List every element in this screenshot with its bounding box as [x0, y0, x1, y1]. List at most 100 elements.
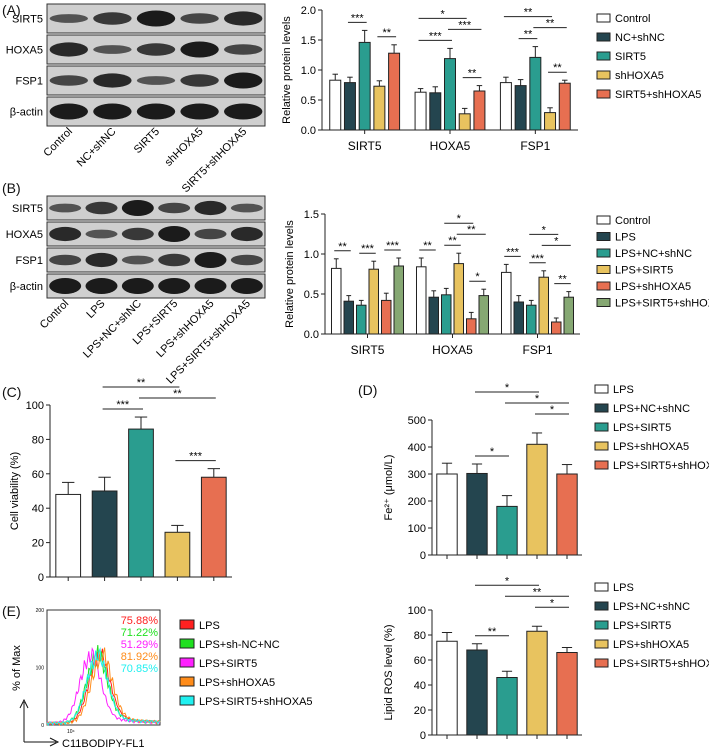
- significance-label: **: [468, 68, 477, 80]
- y-tick-label: 0.0: [304, 329, 319, 341]
- blot-band: [224, 11, 263, 26]
- significance-label: ***: [458, 19, 472, 31]
- percentage-label: 70.85%: [121, 663, 159, 675]
- blot-band: [85, 201, 118, 215]
- blot-band: [158, 278, 191, 294]
- blot-band: [121, 255, 154, 265]
- legend-label: LPS+shHOXA5: [615, 281, 691, 293]
- blot-band: [85, 252, 118, 268]
- blot-band: [93, 73, 132, 88]
- significance-label: *: [457, 213, 462, 225]
- blot-band: [49, 226, 82, 242]
- blot-band: [224, 44, 263, 55]
- blot-lane-label: SIRT5: [132, 126, 162, 156]
- bar-lps-sirt5-shhoxa5: [393, 265, 405, 335]
- bar-control: [500, 271, 512, 335]
- legend-swatch: [596, 13, 611, 23]
- bar-lps-sirt5-shhoxa5: [478, 295, 490, 335]
- bar-lps: [513, 301, 525, 335]
- y-tick-label: 40: [414, 680, 426, 692]
- panel-label-e: (E): [2, 603, 21, 619]
- bar-lps-shhoxa5: [380, 299, 392, 335]
- significance-label: **: [448, 235, 457, 247]
- significance-label: **: [338, 241, 347, 253]
- y-tick-label: 200: [408, 496, 426, 508]
- significance-label: ***: [116, 399, 130, 411]
- legend-swatch: [594, 620, 609, 630]
- legend-label: LPS+SIRT5: [613, 422, 671, 434]
- percentage-label: 51.29%: [121, 639, 159, 651]
- bar-lps: [428, 296, 440, 335]
- blot-band: [121, 227, 154, 241]
- significance-label: **: [467, 224, 476, 236]
- blot-lane-label: Control: [38, 298, 72, 332]
- significance-label: **: [423, 240, 432, 252]
- significance-label: ***: [189, 451, 203, 463]
- bar-nc-shnc: [343, 82, 356, 131]
- blot-band: [230, 254, 263, 266]
- blot-band: [93, 12, 132, 25]
- y-tick-label: 100: [408, 605, 426, 617]
- blot-band: [158, 253, 191, 267]
- blot-row-label: FSP1: [15, 255, 43, 267]
- significance-label: *: [535, 393, 540, 405]
- y-tick-label: 100: [408, 523, 426, 535]
- legend-label: LPS: [615, 232, 636, 244]
- blot-lane-label: shHOXA5: [163, 126, 206, 169]
- blot-band: [158, 226, 191, 242]
- legend-swatch: [179, 676, 195, 687]
- blot-band: [93, 45, 132, 54]
- significance-label: ***: [351, 12, 365, 24]
- bar-sirt5-shhoxa5: [558, 82, 571, 131]
- bar-shhoxa5: [544, 112, 557, 131]
- blot-band: [180, 74, 219, 87]
- y-tick-label: 0.5: [301, 95, 316, 107]
- legend-swatch: [594, 422, 609, 432]
- panel-label-d: (D): [358, 382, 378, 398]
- blot-strip: [46, 195, 266, 221]
- panel-label-c: (C): [2, 384, 22, 400]
- bar-lps: [55, 493, 82, 578]
- significance-label: **: [524, 29, 533, 41]
- significance-label: **: [382, 27, 391, 39]
- significance-label: *: [554, 235, 559, 247]
- bar-lps-nc-shnc: [355, 304, 367, 335]
- bar-lps: [436, 473, 458, 556]
- legend-swatch: [179, 619, 195, 630]
- blot-band: [230, 278, 263, 294]
- legend-label: LPS+SIRT5: [613, 620, 671, 632]
- legend-swatch: [596, 265, 611, 274]
- legend-label: LPS+SIRT5+shHOXA5: [199, 696, 313, 708]
- percentage-label: 71.22%: [121, 627, 159, 639]
- blot-band: [224, 72, 263, 89]
- y-tick-label: 300: [408, 469, 426, 481]
- y-tick-label: 80: [32, 434, 44, 446]
- blot-strip: [46, 273, 266, 299]
- significance-label: ***: [361, 243, 375, 255]
- significance-label: ***: [429, 30, 443, 42]
- bar-sirt5-shhoxa5: [473, 90, 486, 131]
- significance-label: *: [505, 575, 510, 587]
- x-tick-label: FSP1: [520, 139, 550, 153]
- y-tick-label: 100: [36, 666, 45, 672]
- x-tick-label: HOXA5: [432, 343, 473, 357]
- bar-control: [499, 82, 512, 131]
- blot-band: [85, 229, 118, 239]
- percentage-label: 75.88%: [121, 615, 159, 627]
- legend-swatch: [596, 215, 611, 225]
- y-tick-label: 500: [408, 415, 426, 427]
- blot-band: [121, 200, 154, 216]
- blot-band: [194, 252, 227, 268]
- blot-band: [230, 226, 263, 242]
- legend-label: NC+shNC: [615, 32, 665, 44]
- significance-label: *: [550, 597, 555, 609]
- bar-lps-nc-shnc: [466, 472, 488, 556]
- y-tick-label: 400: [408, 442, 426, 454]
- legend-label: LPS+NC+shNC: [613, 403, 690, 415]
- bar-lps-sirt5-shhoxa5: [200, 476, 227, 578]
- bar-sirt5: [444, 58, 456, 131]
- significance-label: ***: [531, 253, 545, 265]
- bar-lps: [343, 300, 355, 335]
- significance-label: **: [553, 62, 562, 74]
- bar-lps-nc-shnc: [440, 294, 452, 335]
